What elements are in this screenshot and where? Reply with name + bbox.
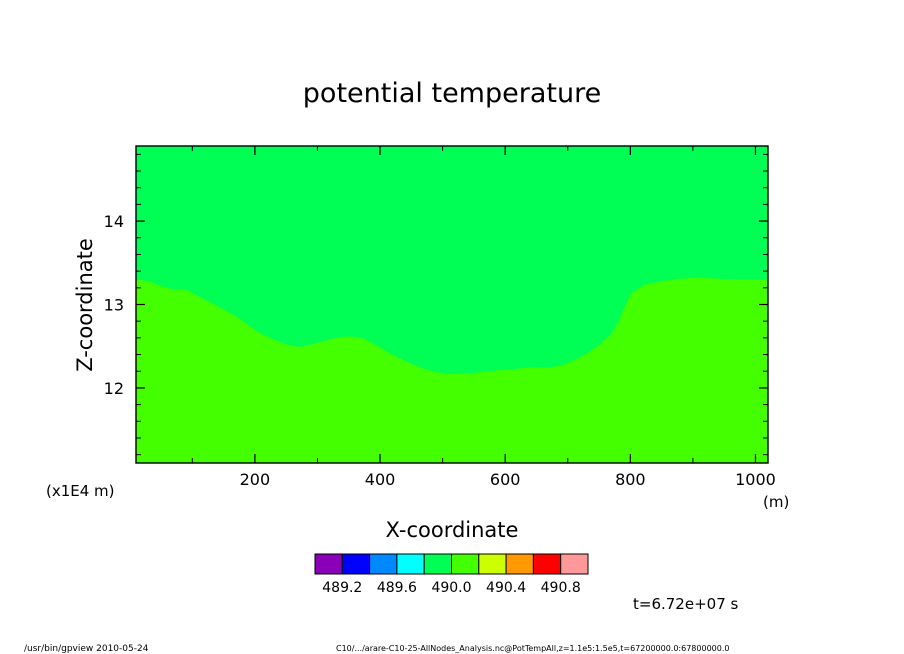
chart-title: potential temperature — [303, 78, 601, 109]
colorbar-swatch — [478, 553, 507, 575]
colorbar-label: 490.4 — [486, 580, 526, 596]
colorbar-label: 489.6 — [377, 580, 417, 596]
colorbar-swatch — [423, 553, 453, 575]
colorbar-swatch — [560, 553, 589, 575]
colorbar-swatch — [396, 553, 425, 575]
colorbar-label: 490.0 — [431, 580, 471, 596]
x-unit-label: (m) — [763, 493, 789, 511]
colorbar: 489.2 489.6 490.0 490.4 490.8 — [314, 553, 589, 596]
x-tick-label: 400 — [365, 470, 396, 489]
colorbar-swatch — [532, 553, 562, 575]
y-tick-label: 14 — [104, 212, 124, 231]
x-tick-label: 200 — [240, 470, 271, 489]
x-tick-label: 1000 — [735, 470, 776, 489]
colorbar-label: 489.2 — [322, 580, 362, 596]
x-axis-label: X-coordinate — [386, 518, 519, 542]
y-tick-label: 13 — [104, 296, 124, 315]
colorbar-swatch — [451, 553, 480, 575]
y-axis: 12 13 14 — [104, 153, 768, 456]
footer-right: C10/.../arare-C10-25-AllNodes_Analysis.n… — [336, 644, 729, 653]
x-axis: 200 400 600 800 1000 — [191, 146, 776, 489]
y-scale-note: (x1E4 m) — [46, 482, 115, 500]
y-axis-label: Z-coordinate — [73, 238, 97, 372]
lower-region — [136, 277, 768, 463]
colorbar-label: 490.8 — [541, 580, 581, 596]
x-tick-label: 600 — [490, 470, 521, 489]
colorbar-swatch — [314, 553, 343, 575]
colorbar-swatch — [505, 553, 534, 575]
footer-left: /usr/bin/gpview 2010-05-24 — [24, 644, 149, 654]
plot-area — [135, 145, 769, 464]
time-label: t=6.72e+07 s — [633, 595, 739, 613]
colorbar-swatch — [341, 553, 371, 575]
colorbar-swatch — [369, 553, 398, 575]
x-tick-label: 800 — [615, 470, 646, 489]
y-tick-label: 12 — [104, 379, 124, 398]
